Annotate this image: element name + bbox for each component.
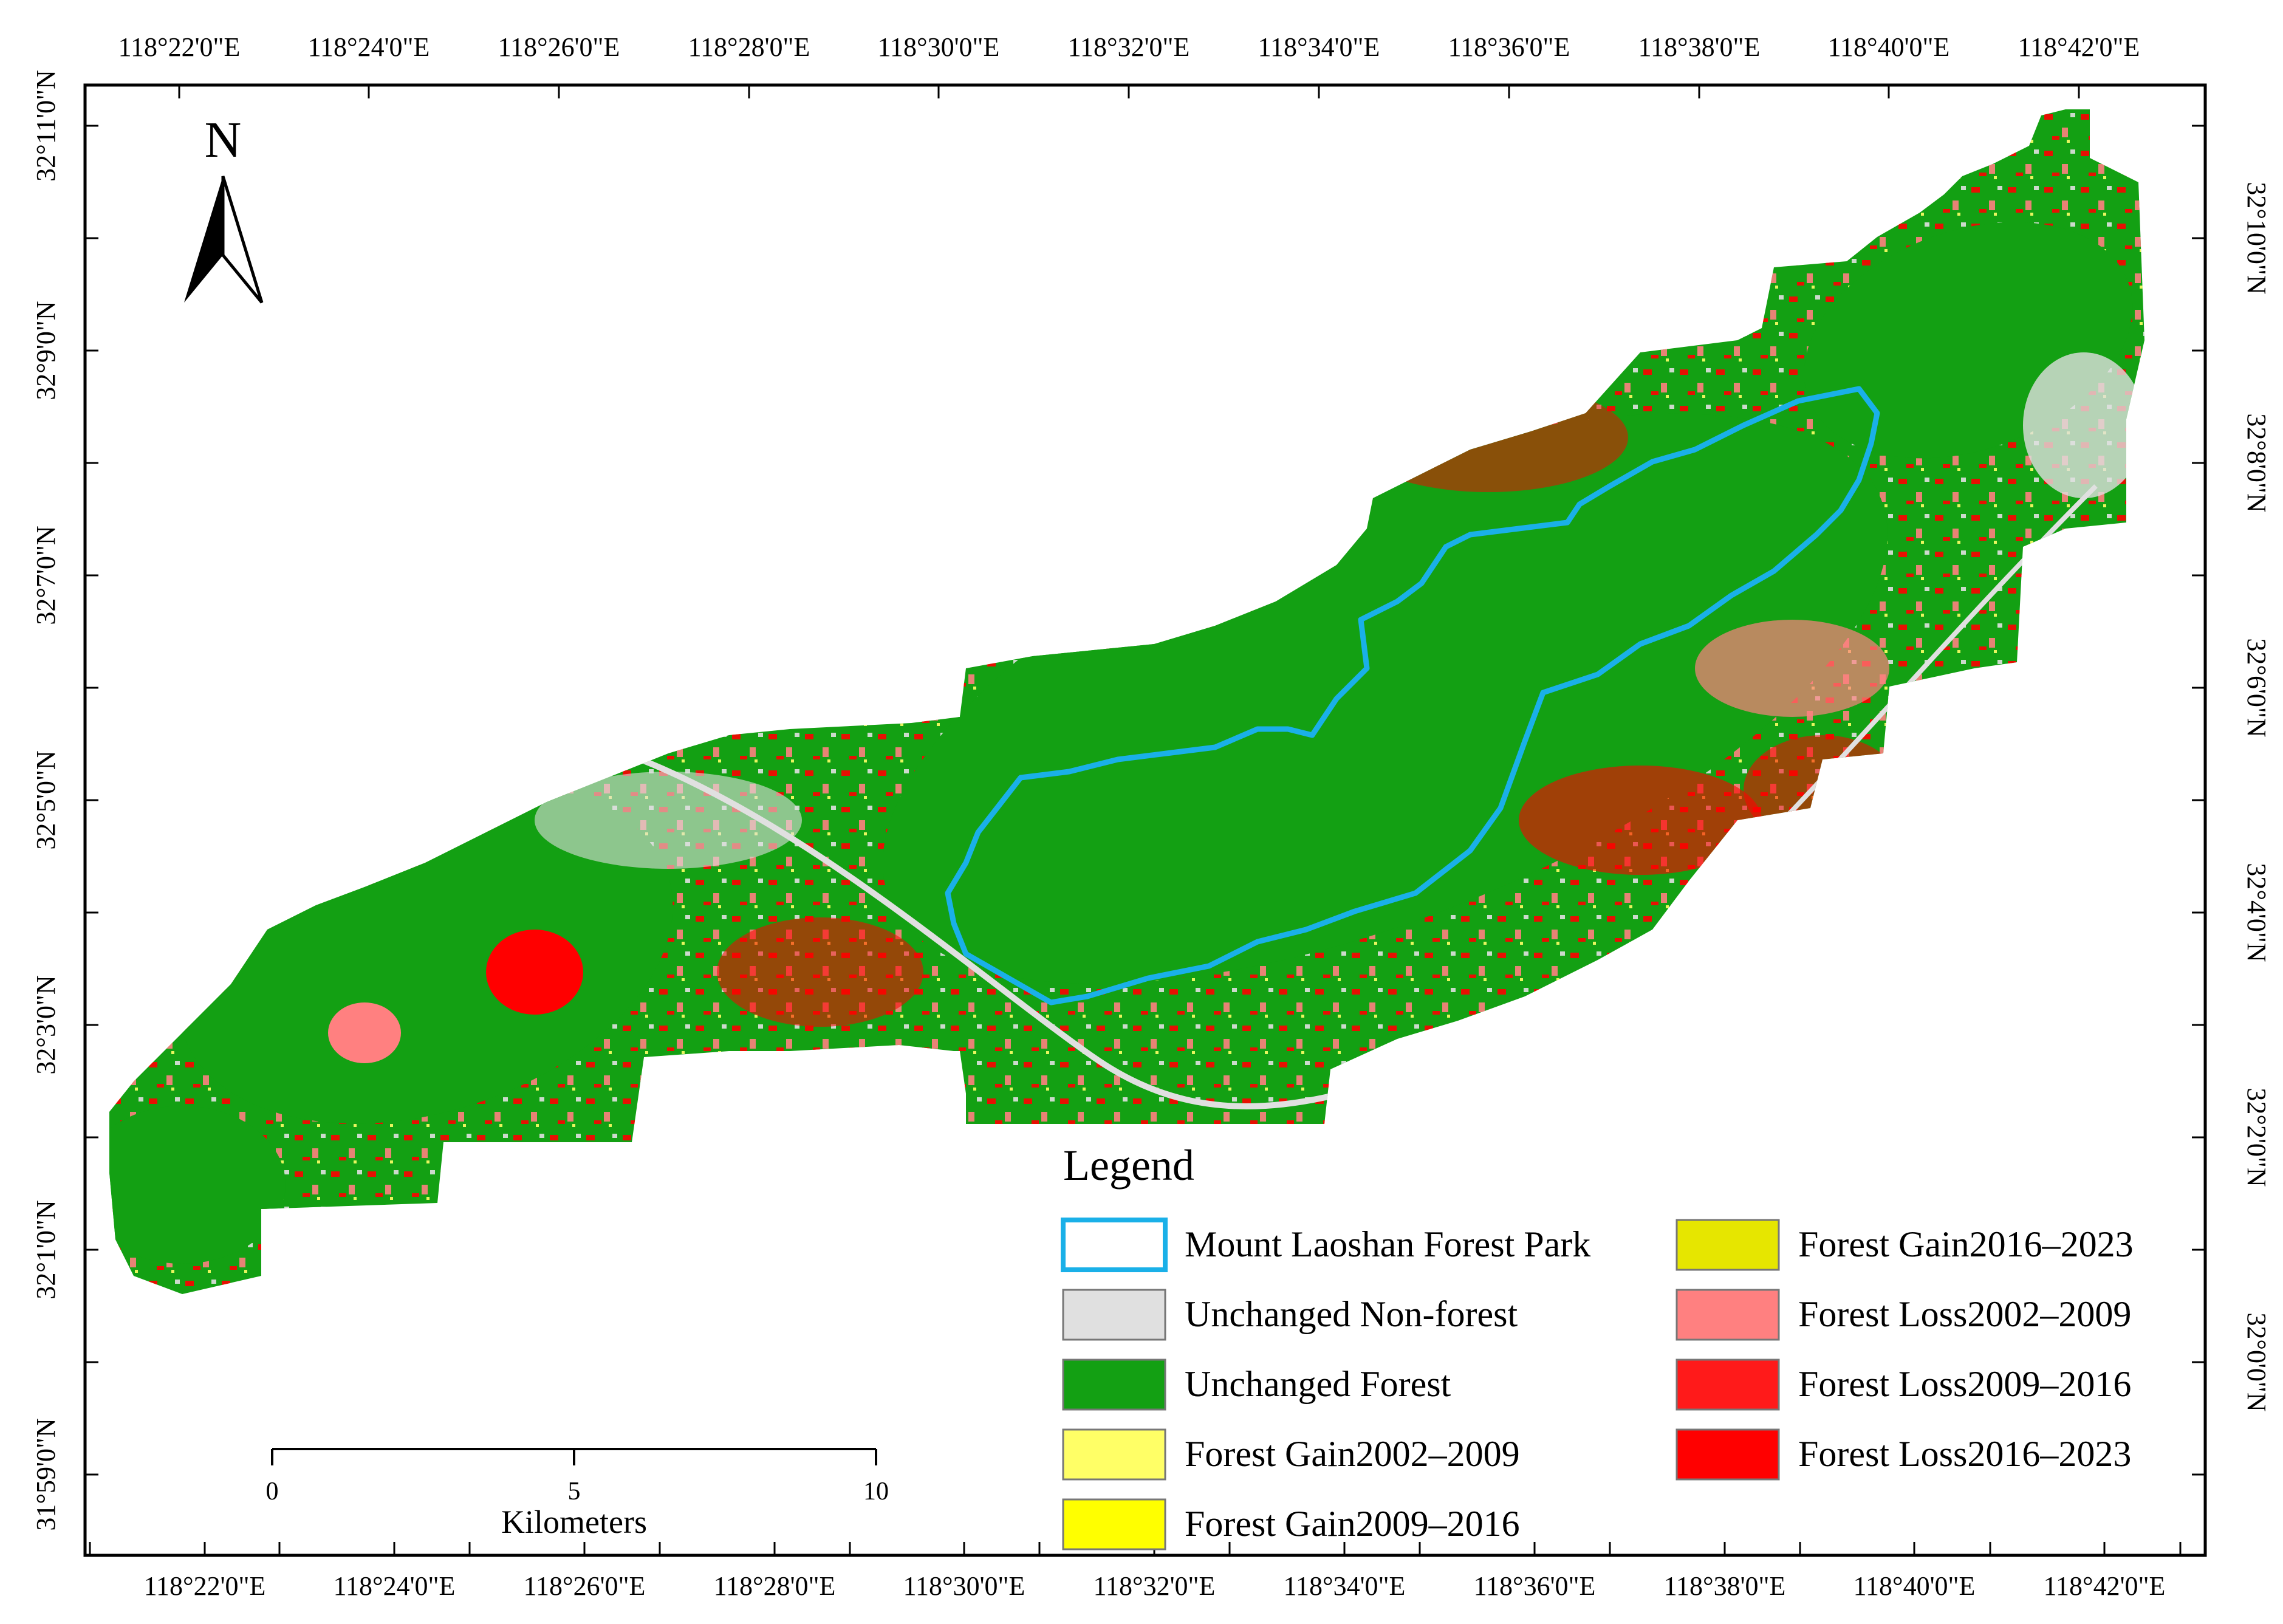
right-latitude-labels: 32°10'0"N 32°8'0"N 32°6'0"N 32°4'0"N 32°2'0"… (2242, 182, 2271, 1411)
legend-item: Unchanged Non-forest (1062, 1289, 1518, 1341)
top-longitude-label: 118°26'0"E (498, 32, 620, 62)
legend-label: Unchanged Non-forest (1185, 1294, 1518, 1334)
top-longitude-label: 118°34'0"E (1258, 32, 1380, 62)
mount-laoshan-forest-park-boundary (945, 386, 1880, 1006)
left-latitude-label: 32°3'0"N (31, 975, 61, 1074)
scale-tick-5: 5 (568, 1478, 581, 1506)
legend-swatch (1062, 1289, 1166, 1341)
scale-tick-10: 10 (863, 1478, 889, 1506)
bottom-longitude-label: 118°30'0"E (903, 1571, 1025, 1601)
top-longitude-label: 118°42'0"E (2018, 32, 2140, 62)
right-latitude-label: 32°0'0"N (2242, 1312, 2271, 1411)
north-arrow: N (184, 112, 264, 304)
legend-label: Unchanged Forest (1185, 1364, 1451, 1404)
top-longitude-label: 118°38'0"E (1638, 32, 1761, 62)
legend-swatch (1062, 1358, 1166, 1411)
loss-patch (717, 917, 923, 1027)
right-latitude-label: 32°10'0"N (2242, 182, 2271, 294)
left-latitude-labels: 32°11'0"N 32°9'0"N 32°7'0"N 32°5'0"N 32°3'0"… (31, 70, 61, 1530)
nonforest-patch (535, 772, 802, 869)
north-arrow-dark-half (184, 176, 223, 303)
scale-unit: Kilometers (501, 1504, 647, 1540)
legend-label: Forest Loss2009–2016 (1798, 1364, 2131, 1404)
loss-patch (1519, 766, 1762, 875)
north-arrow-light-half (221, 176, 264, 304)
legend-label: Forest Gain2002–2009 (1185, 1434, 1520, 1474)
bottom-longitude-labels: 118°22'0"E 118°24'0"E 118°26'0"E 118°28'0"E… (144, 1571, 2166, 1601)
legend-label: Forest Loss2002–2009 (1798, 1294, 2131, 1334)
legend-item: Forest Loss2016–2023 (1675, 1428, 2131, 1481)
scale-bar: 0 5 10 Kilometers (266, 1448, 889, 1540)
legend-swatch (1675, 1428, 1780, 1481)
loss-patch (486, 930, 583, 1015)
legend-item: Unchanged Forest (1062, 1358, 1451, 1411)
right-latitude-label: 32°8'0"N (2242, 413, 2271, 512)
legend-swatch (1675, 1219, 1780, 1271)
left-latitude-label: 32°5'0"N (31, 750, 61, 849)
legend-item: Forest Gain2002–2009 (1062, 1428, 1520, 1481)
legend: Legend Mount Laoshan Forest Park Unchange… (1061, 1141, 2134, 1550)
forest-block-central (883, 413, 1888, 984)
legend-swatch (1062, 1498, 1166, 1550)
left-latitude-label: 32°9'0"N (31, 301, 61, 400)
nonforest-patch (2023, 352, 2144, 498)
legend-swatch (1675, 1289, 1780, 1341)
legend-label: Mount Laoshan Forest Park (1185, 1224, 1590, 1264)
scale-tick-0: 0 (266, 1478, 279, 1506)
left-latitude-label: 32°11'0"N (31, 70, 61, 182)
legend-item: Forest Gain2016–2023 (1675, 1219, 2134, 1271)
bottom-longitude-label: 118°42'0"E (2044, 1571, 2166, 1601)
bottom-longitude-label: 118°40'0"E (1853, 1571, 1976, 1601)
left-latitude-label: 32°7'0"N (31, 526, 61, 625)
bottom-longitude-label: 118°28'0"E (714, 1571, 836, 1601)
top-longitude-label: 118°36'0"E (1448, 32, 1570, 62)
legend-title: Legend (1063, 1141, 1194, 1190)
bottom-longitude-label: 118°34'0"E (1284, 1571, 1406, 1601)
forest-block-southwest (109, 1106, 286, 1264)
legend-item: Forest Loss2009–2016 (1675, 1358, 2131, 1411)
right-latitude-label: 32°6'0"N (2242, 638, 2271, 737)
legend-label: Forest Loss2016–2023 (1798, 1434, 2131, 1474)
top-longitude-label: 118°32'0"E (1068, 32, 1190, 62)
legend-swatch (1062, 1428, 1166, 1481)
bottom-longitude-label: 118°26'0"E (524, 1571, 646, 1601)
top-longitude-label: 118°22'0"E (118, 32, 241, 62)
loss-patch (328, 1002, 401, 1063)
graticule-ticks (85, 85, 2205, 1555)
top-longitude-label: 118°40'0"E (1828, 32, 1950, 62)
bottom-longitude-label: 118°38'0"E (1664, 1571, 1786, 1601)
top-longitude-label: 118°28'0"E (688, 32, 810, 62)
legend-item: Forest Loss2002–2009 (1675, 1289, 2131, 1341)
right-latitude-label: 32°4'0"N (2242, 863, 2271, 962)
legend-label: Forest Gain2016–2023 (1798, 1224, 2134, 1264)
left-latitude-label: 31°59'0"N (31, 1418, 61, 1530)
left-latitude-label: 32°1'0"N (31, 1200, 61, 1299)
bottom-longitude-label: 118°22'0"E (144, 1571, 266, 1601)
right-latitude-label: 32°2'0"N (2242, 1088, 2271, 1187)
top-longitude-labels: 118°22'0"E 118°24'0"E 118°26'0"E 118°28'0"E… (118, 32, 2140, 62)
top-longitude-label: 118°30'0"E (878, 32, 1000, 62)
loss-patch (1695, 620, 1889, 717)
legend-swatch (1675, 1358, 1780, 1411)
bottom-longitude-label: 118°32'0"E (1094, 1571, 1216, 1601)
legend-item: Mount Laoshan Forest Park (1061, 1218, 1590, 1272)
legend-label: Forest Gain2009–2016 (1185, 1504, 1520, 1544)
bottom-longitude-label: 118°24'0"E (334, 1571, 456, 1601)
legend-swatch (1061, 1218, 1168, 1272)
legend-item: Forest Gain2009–2016 (1062, 1498, 1520, 1550)
bottom-longitude-label: 118°36'0"E (1474, 1571, 1596, 1601)
top-longitude-label: 118°24'0"E (308, 32, 430, 62)
north-arrow-label: N (205, 112, 242, 168)
